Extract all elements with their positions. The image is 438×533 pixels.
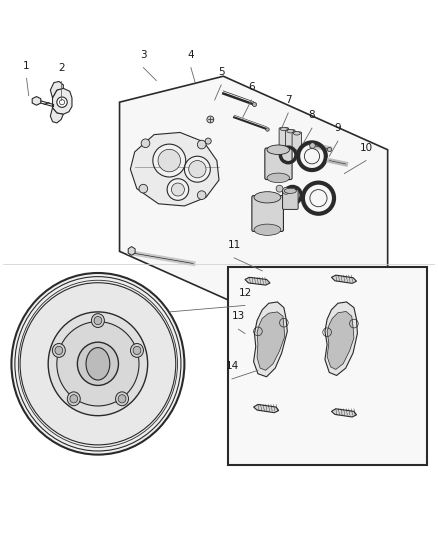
Polygon shape: [257, 312, 285, 370]
FancyBboxPatch shape: [286, 130, 295, 148]
Polygon shape: [128, 247, 135, 255]
Text: 2: 2: [58, 63, 64, 73]
Text: 5: 5: [218, 67, 224, 77]
Ellipse shape: [267, 145, 290, 155]
Circle shape: [198, 191, 206, 199]
Polygon shape: [53, 88, 72, 114]
Ellipse shape: [86, 348, 110, 380]
Ellipse shape: [20, 282, 176, 445]
FancyBboxPatch shape: [279, 128, 289, 146]
FancyBboxPatch shape: [265, 148, 292, 180]
Polygon shape: [325, 302, 357, 375]
Polygon shape: [245, 277, 270, 285]
Circle shape: [57, 97, 67, 107]
FancyBboxPatch shape: [292, 132, 302, 150]
Ellipse shape: [53, 343, 65, 357]
Ellipse shape: [267, 173, 290, 183]
Polygon shape: [254, 405, 279, 413]
Text: 12: 12: [238, 288, 251, 297]
Ellipse shape: [293, 132, 300, 135]
Ellipse shape: [116, 392, 128, 406]
Ellipse shape: [70, 394, 78, 403]
Ellipse shape: [94, 317, 102, 325]
Text: 6: 6: [248, 82, 255, 92]
FancyBboxPatch shape: [252, 196, 283, 231]
Ellipse shape: [18, 280, 177, 447]
Ellipse shape: [118, 394, 126, 403]
Polygon shape: [327, 311, 354, 369]
Text: 10: 10: [360, 143, 373, 153]
Ellipse shape: [280, 127, 287, 131]
Circle shape: [205, 138, 211, 144]
Circle shape: [158, 149, 180, 172]
Text: 3: 3: [140, 50, 147, 60]
Polygon shape: [50, 108, 64, 123]
Text: 7: 7: [285, 95, 292, 105]
Ellipse shape: [22, 284, 174, 443]
Polygon shape: [120, 76, 388, 325]
Ellipse shape: [92, 313, 104, 327]
Circle shape: [283, 188, 290, 195]
Ellipse shape: [254, 224, 281, 236]
Ellipse shape: [78, 342, 118, 385]
Circle shape: [139, 184, 148, 193]
Circle shape: [141, 139, 150, 148]
Ellipse shape: [15, 277, 181, 451]
Ellipse shape: [11, 273, 184, 455]
Circle shape: [153, 144, 186, 177]
Text: 14: 14: [225, 361, 239, 371]
Text: 8: 8: [309, 110, 315, 120]
Polygon shape: [332, 275, 357, 284]
Text: 11: 11: [227, 240, 241, 250]
Ellipse shape: [57, 321, 139, 406]
Text: 4: 4: [187, 50, 194, 60]
Ellipse shape: [133, 346, 141, 354]
Ellipse shape: [67, 392, 80, 406]
Circle shape: [171, 183, 184, 196]
Circle shape: [207, 116, 214, 123]
Text: 13: 13: [232, 311, 245, 321]
FancyBboxPatch shape: [228, 266, 427, 465]
Polygon shape: [50, 82, 64, 98]
Ellipse shape: [254, 192, 281, 203]
Ellipse shape: [55, 346, 63, 354]
Polygon shape: [32, 96, 41, 105]
Circle shape: [167, 179, 189, 200]
Polygon shape: [131, 132, 219, 206]
FancyBboxPatch shape: [283, 190, 298, 209]
Circle shape: [184, 156, 210, 182]
Circle shape: [198, 140, 206, 149]
Ellipse shape: [287, 130, 294, 133]
Ellipse shape: [48, 312, 148, 416]
Polygon shape: [254, 302, 287, 377]
Ellipse shape: [284, 188, 297, 193]
Text: 9: 9: [335, 123, 341, 133]
Ellipse shape: [131, 343, 144, 357]
Circle shape: [276, 185, 283, 192]
Circle shape: [189, 160, 206, 178]
Polygon shape: [332, 409, 357, 417]
Text: 1: 1: [23, 61, 30, 70]
